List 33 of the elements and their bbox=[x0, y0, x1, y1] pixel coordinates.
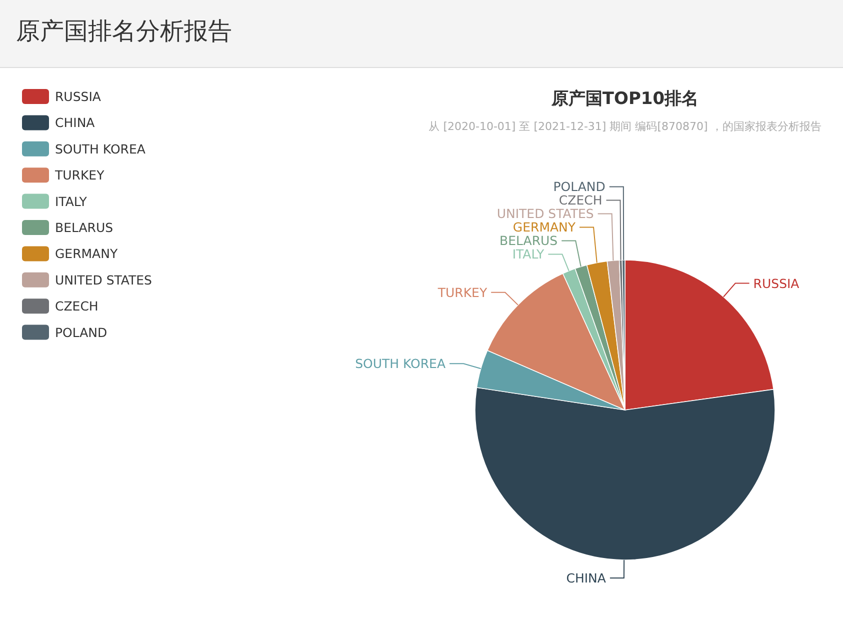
slice-label: GERMANY bbox=[512, 220, 576, 235]
slice-label: ITALY bbox=[512, 246, 545, 262]
legend-item: RUSSIA bbox=[22, 89, 101, 104]
legend-item: BELARUS bbox=[22, 220, 114, 235]
legend-label: UNITED STATES bbox=[55, 272, 152, 288]
legend-item: POLAND bbox=[22, 324, 108, 340]
slice-label: POLAND bbox=[553, 179, 606, 194]
legend-label: BELARUS bbox=[55, 220, 114, 235]
legend-item: SOUTH KOREA bbox=[22, 141, 146, 156]
legend-item: CZECH bbox=[22, 298, 98, 314]
legend-item: TURKEY bbox=[22, 168, 104, 183]
legend-label: POLAND bbox=[55, 324, 108, 340]
slice-label: SOUTH KOREA bbox=[355, 356, 446, 372]
legend-item: UNITED STATES bbox=[22, 272, 152, 288]
legend-label: ITALY bbox=[55, 194, 88, 209]
text: 从 [2020-10-01] 至 [2021-12-31] 期间 编码[870870] ，的国家报表分析报告 bbox=[428, 120, 822, 133]
text: 原产国排名分析报告 bbox=[16, 17, 232, 45]
slice-label: CZECH bbox=[558, 192, 602, 208]
slice-label: UNITED STATES bbox=[496, 206, 594, 222]
slice-label: CHINA bbox=[566, 570, 606, 586]
legend-item: GERMANY bbox=[22, 246, 118, 262]
legend-item: CHINA bbox=[22, 115, 95, 130]
slice-label: TURKEY bbox=[436, 284, 488, 300]
legend-label: GERMANY bbox=[55, 246, 118, 262]
legend-label: RUSSIA bbox=[55, 89, 102, 104]
legend-label: TURKEY bbox=[54, 168, 105, 183]
slice-label: RUSSIA bbox=[753, 276, 800, 291]
chart-title: 原产国TOP10排名 bbox=[550, 89, 699, 109]
slice-label: BELARUS bbox=[500, 233, 558, 248]
legend-label: CZECH bbox=[55, 298, 98, 314]
legend-label: SOUTH KOREA bbox=[55, 141, 146, 156]
legend-label: CHINA bbox=[55, 115, 96, 130]
legend-item: ITALY bbox=[22, 194, 87, 209]
